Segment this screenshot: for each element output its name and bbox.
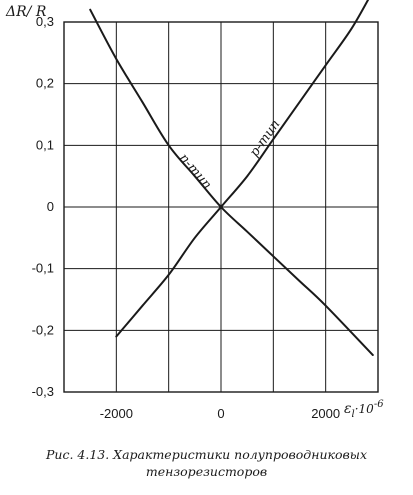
plot-frame xyxy=(63,21,379,393)
grid-lines xyxy=(64,22,378,392)
n-type-curve-label: n-тип xyxy=(176,151,215,193)
y-tick-label: 0,1 xyxy=(36,137,54,152)
x-tick-label: 0 xyxy=(217,406,224,421)
x-axis-label-mid: ·10 xyxy=(355,402,374,416)
caption-line-1: Рис. 4.13. Характеристики полупроводнико… xyxy=(45,447,368,462)
series-layer: n-тип p-тип xyxy=(89,0,374,356)
p-type-curve-label: p-тип xyxy=(247,117,283,160)
figure-caption: Рис. 4.13. Характеристики полупроводнико… xyxy=(0,446,413,480)
y-tick-label: -0,2 xyxy=(32,322,54,337)
p-type-curve xyxy=(115,0,370,338)
x-axis-label-sub: l xyxy=(352,409,355,420)
x-axis-label-sup: -6 xyxy=(374,399,384,410)
tick-labels: 0,3 0,2 0,1 0 -0,1 -0,2 -0,3 -2000 0 2000 xyxy=(32,14,341,421)
caption-line-2: тензорезисторов xyxy=(145,464,268,479)
x-tick-label: 2000 xyxy=(311,406,340,421)
x-axis-label: εl·10-6 xyxy=(344,399,384,420)
n-type-curve xyxy=(89,8,374,356)
y-tick-label: 0 xyxy=(47,199,54,214)
y-tick-label: -0,3 xyxy=(32,384,54,399)
y-tick-label: 0,3 xyxy=(36,14,54,29)
y-axis-label: ΔR/ R xyxy=(5,4,47,20)
x-axis-label-main: ε xyxy=(344,401,352,417)
y-tick-label: 0,2 xyxy=(36,76,54,91)
y-tick-label: -0,1 xyxy=(32,261,54,276)
x-tick-label: -2000 xyxy=(100,406,133,421)
